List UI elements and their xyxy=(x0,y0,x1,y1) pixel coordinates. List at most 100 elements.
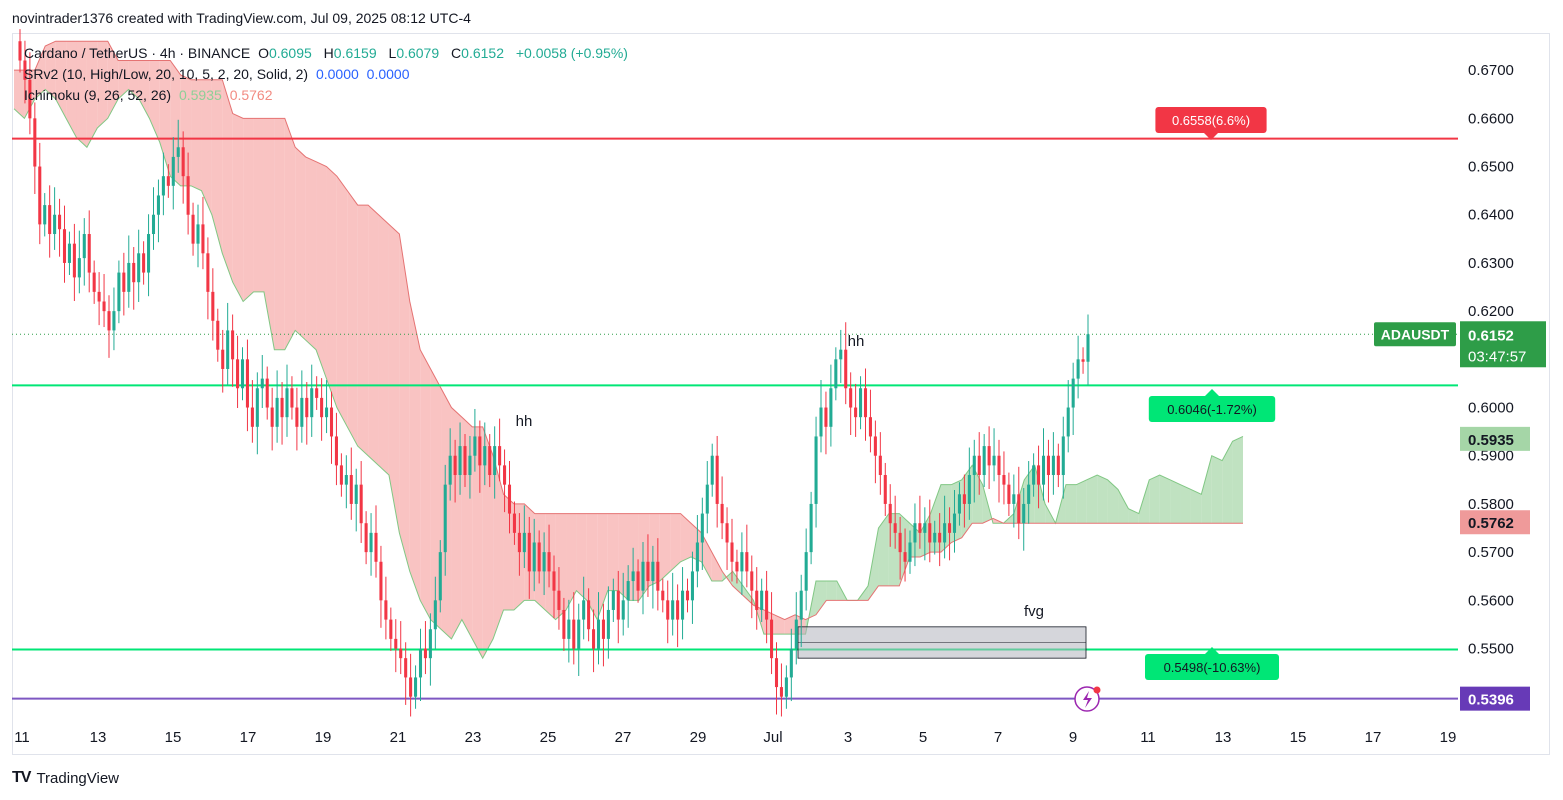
candle xyxy=(636,559,640,603)
candle-body xyxy=(992,455,996,466)
candle-body xyxy=(300,397,304,427)
candle xyxy=(646,534,650,597)
cloud-segment xyxy=(701,532,712,582)
candle xyxy=(418,628,423,702)
chart-frame xyxy=(12,33,1550,755)
candle-body xyxy=(339,465,343,485)
cloud-segment xyxy=(274,118,285,350)
candle-body xyxy=(720,503,724,524)
cloud-segment xyxy=(368,205,379,466)
legend-ichimoku: Ichimoku (9, 26, 52, 26) 0.5935 0.5762 xyxy=(24,87,277,103)
candle xyxy=(384,576,388,640)
support-label-2-bg xyxy=(1145,654,1279,680)
candle xyxy=(977,432,981,495)
candle-body xyxy=(977,455,981,476)
candle xyxy=(112,287,116,351)
candle xyxy=(414,665,418,709)
candle-body xyxy=(236,359,240,389)
candle xyxy=(344,455,348,509)
candle-body xyxy=(438,552,442,601)
candle-body xyxy=(1012,494,1016,504)
cloud-segment xyxy=(86,41,98,148)
candle-body xyxy=(142,253,146,273)
candle-body xyxy=(824,407,828,427)
candle xyxy=(186,152,190,235)
candle-body xyxy=(423,648,427,659)
candle xyxy=(987,426,991,489)
candle-body xyxy=(933,532,937,543)
candle-body xyxy=(774,658,779,688)
candle xyxy=(161,152,165,216)
candle xyxy=(359,461,363,543)
candle-body xyxy=(755,590,759,610)
candle-body xyxy=(305,397,309,418)
candle-body xyxy=(58,214,62,230)
candle-body xyxy=(636,571,640,591)
candle xyxy=(695,515,699,588)
srv2-label[interactable]: SRv2 (10, High/Low, 20, 10, 5, 2, 20, So… xyxy=(24,66,309,82)
open-label: O xyxy=(258,45,269,61)
candle-body xyxy=(735,561,739,572)
cloud-segment xyxy=(774,614,785,635)
candle xyxy=(325,380,329,434)
candle xyxy=(23,40,27,104)
support-label-1-bg xyxy=(1148,396,1276,422)
candle xyxy=(265,366,269,420)
x-tick-label: 11 xyxy=(1140,729,1156,746)
x-tick-label: 19 xyxy=(1440,729,1457,746)
candle-body xyxy=(310,388,314,418)
candle-body xyxy=(799,590,803,620)
cloud-segment xyxy=(607,513,619,591)
candle-body xyxy=(948,523,952,533)
price-badge-value: 0.6152 xyxy=(1468,327,1514,344)
candle-body xyxy=(666,600,670,620)
candle-body xyxy=(443,484,447,553)
span-a-badge: 0.5935 xyxy=(1460,426,1530,451)
candle xyxy=(517,513,521,576)
candle-body xyxy=(295,407,299,427)
legend-symbol[interactable]: Cardano / TetherUS · 4h · BINANCE xyxy=(24,45,251,61)
candle-body xyxy=(1076,359,1080,379)
candle-body xyxy=(414,677,418,697)
candle-body xyxy=(972,455,976,476)
candle-body xyxy=(661,590,665,601)
resistance-label-text: 0.6558(6.6%) xyxy=(1172,113,1250,128)
ichimoku-label[interactable]: Ichimoku (9, 26, 52, 26) xyxy=(24,87,172,103)
candle xyxy=(196,204,200,268)
candle xyxy=(819,380,823,453)
candle-body xyxy=(893,523,897,533)
candle xyxy=(285,364,289,437)
cloud-segment xyxy=(118,60,129,100)
cloud-segment xyxy=(618,513,629,601)
candle xyxy=(463,434,467,488)
candle-body xyxy=(750,571,754,591)
srv2-value-1: 0.0000 xyxy=(315,66,359,82)
candle xyxy=(409,653,413,717)
candle xyxy=(834,347,838,401)
candle-body xyxy=(715,455,719,504)
cloud-segment xyxy=(430,368,442,630)
candle xyxy=(730,518,734,582)
candle-body xyxy=(834,359,838,389)
candle-body xyxy=(789,648,793,678)
candle-body xyxy=(695,542,699,572)
candle-body xyxy=(527,532,531,572)
close-label: C xyxy=(451,45,462,61)
x-tick-label: 17 xyxy=(1365,729,1382,746)
candle-body xyxy=(671,600,675,620)
y-tick-label: 0.6700 xyxy=(1468,62,1514,79)
candle-body xyxy=(898,532,902,553)
cloud-segment xyxy=(1097,475,1108,524)
candle xyxy=(43,193,47,237)
candle-body xyxy=(240,359,245,389)
candles xyxy=(18,29,1090,717)
candle xyxy=(661,578,665,613)
candle-body xyxy=(92,272,96,292)
candle-body xyxy=(325,407,329,418)
candle-body xyxy=(176,147,180,157)
candle xyxy=(151,187,156,250)
candle-body xyxy=(1002,475,1006,485)
candle-body xyxy=(344,475,348,485)
support-label-1: 0.6046(-1.72%) xyxy=(1148,389,1276,422)
